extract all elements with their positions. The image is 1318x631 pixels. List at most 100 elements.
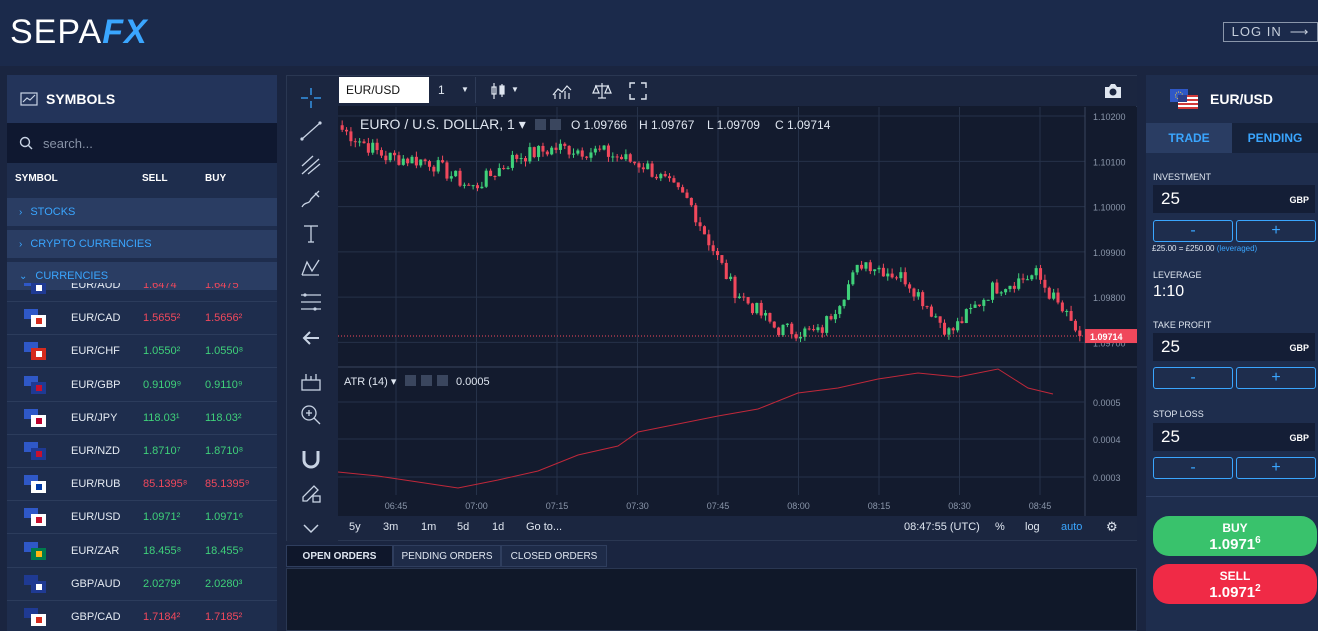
- candle: [846, 284, 851, 300]
- investment-value[interactable]: 25: [1161, 189, 1180, 208]
- buy-button[interactable]: BUY 1.09716: [1153, 516, 1317, 556]
- pattern-icon[interactable]: [299, 256, 323, 280]
- list-item[interactable]: EUR/NZD 1.8710⁷ 1.8710⁸: [7, 435, 277, 468]
- candle: [580, 150, 584, 157]
- crosshair-icon[interactable]: [299, 86, 323, 110]
- buy-price: 1.8710⁸: [205, 445, 244, 457]
- magnet-icon[interactable]: [299, 447, 323, 471]
- tab-pending[interactable]: PENDING: [1232, 123, 1318, 153]
- candle: [419, 159, 423, 166]
- take-profit-field[interactable]: 25 GBP: [1153, 333, 1315, 361]
- tab-trade[interactable]: TRADE: [1146, 123, 1232, 153]
- interval-select[interactable]: 1 ▼: [430, 77, 476, 103]
- candle: [441, 160, 445, 163]
- arrow-left-icon[interactable]: [299, 326, 323, 350]
- investment-plus-button[interactable]: +: [1236, 220, 1316, 242]
- chevron-down-icon: ⌄: [19, 270, 28, 282]
- measure-icon[interactable]: [299, 370, 323, 394]
- sell-button[interactable]: SELL 1.09712: [1153, 564, 1317, 604]
- time-tick-label: 06:45: [385, 501, 408, 511]
- chevron-down-icon[interactable]: [299, 516, 323, 540]
- range-button[interactable]: 1d: [492, 521, 505, 533]
- symbol-input[interactable]: EUR/USD: [339, 77, 429, 103]
- candle: [689, 197, 693, 206]
- candle: [729, 276, 733, 280]
- fullscreen-icon[interactable]: [628, 81, 648, 101]
- list-item[interactable]: EUR/JPY 118.03¹ 118.03²: [7, 402, 277, 435]
- candle: [951, 328, 955, 331]
- pitchfork-icon[interactable]: [299, 153, 323, 177]
- camera-icon[interactable]: [1103, 82, 1123, 100]
- stop-loss-field[interactable]: 25 GBP: [1153, 423, 1315, 451]
- caret-down-icon[interactable]: ▼: [511, 85, 519, 94]
- column-headers: SYMBOL SELL BUY: [7, 163, 277, 194]
- list-item[interactable]: EUR/RUB 85.1395⁸ 85.1395⁹: [7, 468, 277, 502]
- take-profit-plus-button[interactable]: +: [1236, 367, 1316, 389]
- scale-option[interactable]: log: [1025, 521, 1040, 533]
- range-button[interactable]: 5y: [349, 521, 361, 533]
- price-chart[interactable]: 1.10200 1.10100 1.10000 1.09900 1.09800 1.097…: [338, 107, 1137, 517]
- candle: [1047, 287, 1051, 299]
- candle: [807, 328, 811, 330]
- sell-price: 1.7184²: [143, 611, 181, 623]
- tab-open-orders[interactable]: OPEN ORDERS: [286, 545, 393, 567]
- list-item[interactable]: EUR/AUD 1.6474 1.6475: [7, 283, 277, 302]
- currency-label: GBP: [1289, 343, 1309, 353]
- candle: [637, 163, 641, 168]
- range-button[interactable]: 3m: [383, 521, 399, 533]
- investment-field[interactable]: 25 GBP: [1153, 185, 1315, 213]
- tab-closed-orders[interactable]: CLOSED ORDERS: [501, 545, 607, 567]
- col-symbol: SYMBOL: [15, 173, 58, 184]
- search-box[interactable]: search...: [7, 123, 277, 163]
- login-button[interactable]: LOG IN ⟶: [1223, 22, 1318, 42]
- list-item[interactable]: EUR/CAD 1.5655² 1.5656²: [7, 302, 277, 336]
- investment-label: INVESTMENT: [1153, 172, 1212, 182]
- investment-minus-button[interactable]: -: [1153, 220, 1233, 242]
- take-profit-value[interactable]: 25: [1161, 337, 1180, 356]
- zoom-in-icon[interactable]: [299, 403, 323, 427]
- buy-price: 1.5656²: [205, 312, 243, 325]
- candle: [384, 155, 388, 161]
- symbol-name: EUR/GBP: [71, 378, 121, 391]
- candles-icon[interactable]: [488, 81, 508, 101]
- stop-loss-plus-button[interactable]: +: [1236, 457, 1316, 479]
- stop-loss-value[interactable]: 25: [1161, 427, 1180, 446]
- candle: [873, 269, 877, 272]
- list-item[interactable]: GBP/AUD 2.0279³ 2.0280³: [7, 568, 277, 601]
- sell-price: 1.09712: [1153, 583, 1317, 601]
- list-item[interactable]: EUR/USD 1.0971² 1.0971⁶: [7, 501, 277, 535]
- buy-price-pip: 6: [1255, 535, 1261, 546]
- text-icon[interactable]: [299, 222, 323, 246]
- list-item[interactable]: EUR/GBP 0.9109⁹ 0.9110⁹: [7, 369, 277, 402]
- list-item[interactable]: EUR/CHF 1.0550² 1.0550⁸: [7, 335, 277, 369]
- col-sell: SELL: [142, 173, 168, 184]
- symbol-name: EUR/ZAR: [71, 544, 120, 557]
- range-button[interactable]: 1m: [421, 521, 437, 533]
- trend-line-icon[interactable]: [299, 119, 323, 143]
- logo[interactable]: SEPAFX: [10, 13, 148, 52]
- range-button[interactable]: Go to...: [526, 521, 563, 533]
- list-item[interactable]: GBP/CAD 1.7184² 1.7185²: [7, 601, 277, 631]
- range-button[interactable]: 5d: [457, 521, 470, 533]
- buy-price: 1.09716: [1153, 535, 1317, 553]
- indicators-icon[interactable]: [552, 81, 572, 101]
- symbols-title: SYMBOLS: [46, 91, 116, 107]
- category-crypto[interactable]: › CRYPTO CURRENCIES: [7, 230, 277, 258]
- candle: [685, 192, 689, 198]
- stop-loss-minus-button[interactable]: -: [1153, 457, 1233, 479]
- scale-option[interactable]: %: [995, 521, 1005, 533]
- atr-value: 0.0005: [456, 376, 490, 388]
- search-input[interactable]: search...: [43, 135, 93, 151]
- category-stocks[interactable]: › STOCKS: [7, 198, 277, 226]
- compare-icon[interactable]: [592, 81, 612, 101]
- lock-drawing-icon[interactable]: [299, 481, 323, 505]
- list-item[interactable]: EUR/ZAR 18.455⁸ 18.455⁹: [7, 535, 277, 568]
- settings-icon[interactable]: ⚙: [1106, 519, 1118, 534]
- fib-icon[interactable]: [299, 290, 323, 314]
- take-profit-minus-button[interactable]: -: [1153, 367, 1233, 389]
- scale-option[interactable]: auto: [1061, 521, 1083, 533]
- sell-price: 1.0971²: [143, 511, 181, 524]
- category-currencies[interactable]: ⌄ CURRENCIES: [7, 262, 277, 290]
- brush-icon[interactable]: [299, 187, 323, 211]
- tab-pending-orders[interactable]: PENDING ORDERS: [393, 545, 501, 567]
